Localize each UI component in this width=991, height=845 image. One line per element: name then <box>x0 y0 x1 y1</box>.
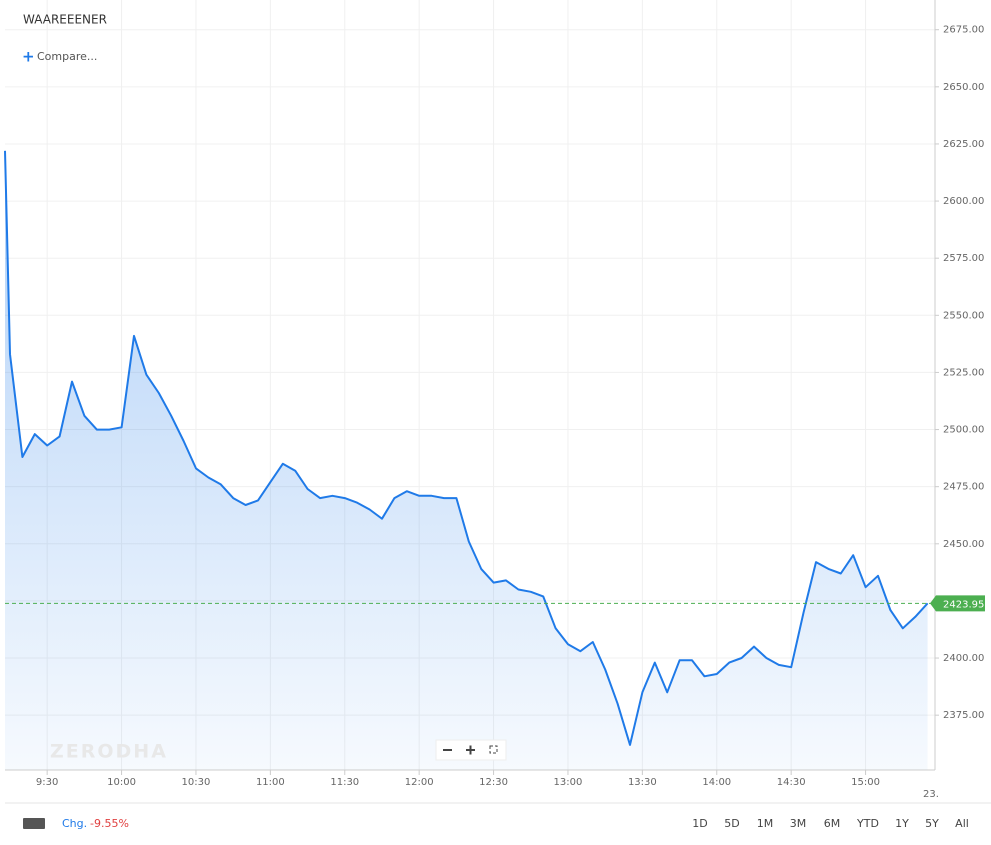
y-tick-label: 2550.00 <box>943 310 984 321</box>
range-button[interactable]: All <box>955 817 969 830</box>
price-line <box>4 150 929 746</box>
range-button[interactable]: 1M <box>757 817 774 830</box>
x-tick-label: 14:00 <box>702 777 731 788</box>
x-tick-label: 11:00 <box>256 777 285 788</box>
y-tick-label: 2475.00 <box>943 482 984 493</box>
range-button[interactable]: 1D <box>692 817 707 830</box>
area-fill <box>5 150 928 771</box>
change-value: -9.55% <box>90 817 129 830</box>
y-tick-label: 2675.00 <box>943 25 984 36</box>
y-tick-label: 2650.00 <box>943 82 984 93</box>
x-tick-label: 11:30 <box>330 777 359 788</box>
zoom-controls <box>435 739 507 761</box>
range-button[interactable]: 5Y <box>925 817 939 830</box>
range-button[interactable]: 3M <box>790 817 807 830</box>
x-tick-label: 14:30 <box>777 777 806 788</box>
y-tick-label: 2500.00 <box>943 425 984 436</box>
keyboard-icon[interactable] <box>23 818 45 829</box>
y-tick-label: 2400.00 <box>943 653 984 664</box>
last-price-label: 2423.95 <box>943 599 984 610</box>
y-tick-label: 2600.00 <box>943 196 984 207</box>
fullscreen[interactable] <box>489 745 498 754</box>
x-edge-label: 23. <box>923 789 939 800</box>
y-tick-label: 2375.00 <box>943 710 984 721</box>
x-tick-label: 13:00 <box>554 777 583 788</box>
x-tick-label: 9:30 <box>36 777 58 788</box>
y-tick-label: 2525.00 <box>943 367 984 378</box>
keyboard[interactable] <box>23 818 45 829</box>
x-tick-label: 10:00 <box>107 777 136 788</box>
y-tick-label: 2575.00 <box>943 253 984 264</box>
x-tick-label: 13:30 <box>628 777 657 788</box>
y-tick-label: 2625.00 <box>943 139 984 150</box>
compare-button[interactable]: Compare... <box>37 50 97 63</box>
range-button[interactable]: 1Y <box>895 817 909 830</box>
change-label: Chg. <box>62 817 87 830</box>
range-button[interactable]: 6M <box>824 817 841 830</box>
watermark: ZERODHA <box>50 741 168 763</box>
y-tick-label: 2450.00 <box>943 539 984 550</box>
range-button[interactable]: 5D <box>724 817 739 830</box>
x-tick-label: 10:30 <box>182 777 211 788</box>
compare-icon[interactable]: + <box>22 48 35 66</box>
range-button[interactable]: YTD <box>856 817 879 830</box>
last-price-badge <box>930 595 985 612</box>
x-tick-label: 15:00 <box>851 777 880 788</box>
symbol: WAAREEENER <box>23 13 107 27</box>
x-tick-label: 12:00 <box>405 777 434 788</box>
x-tick-label: 12:30 <box>479 777 508 788</box>
